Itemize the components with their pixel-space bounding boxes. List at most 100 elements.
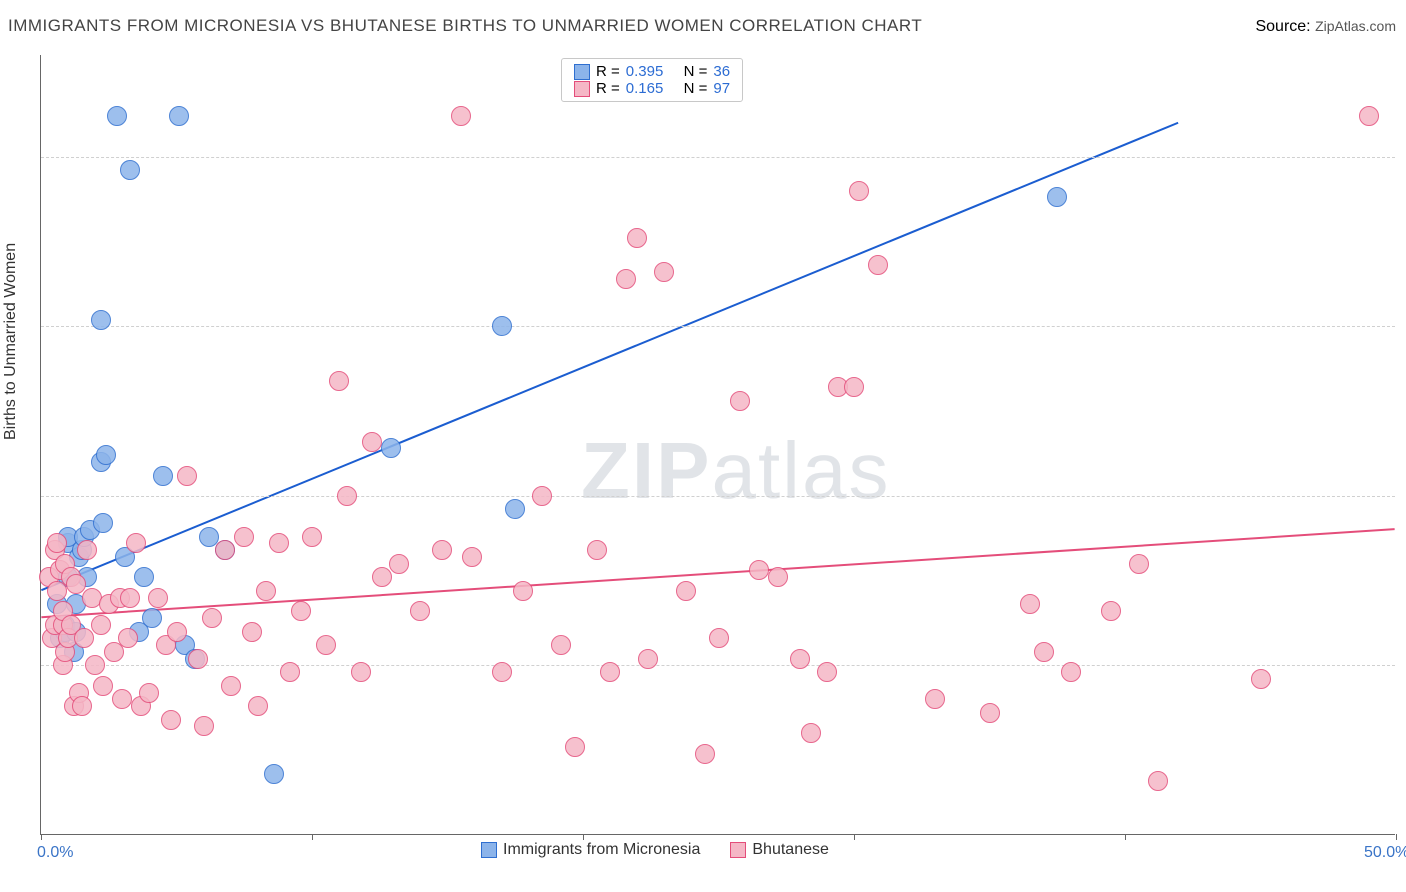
swatch-blue — [481, 842, 497, 858]
data-point — [587, 540, 607, 560]
data-point — [202, 608, 222, 628]
swatch-pink — [574, 81, 590, 97]
data-point — [93, 676, 113, 696]
data-point — [600, 662, 620, 682]
stats-legend: R = 0.395 N = 36 R = 0.165 N = 97 — [561, 58, 743, 102]
data-point — [107, 106, 127, 126]
correlation-chart: ZIPatlas R = 0.395 N = 36 R = 0.165 N = … — [40, 55, 1395, 835]
chart-title: IMMIGRANTS FROM MICRONESIA VS BHUTANESE … — [8, 16, 922, 36]
data-point — [269, 533, 289, 553]
data-point — [120, 588, 140, 608]
source-link[interactable]: ZipAtlas.com — [1315, 18, 1396, 34]
data-point — [74, 628, 94, 648]
data-point — [565, 737, 585, 757]
data-point — [112, 689, 132, 709]
data-point — [868, 255, 888, 275]
data-point — [91, 310, 111, 330]
data-point — [801, 723, 821, 743]
data-point — [96, 445, 116, 465]
data-point — [72, 696, 92, 716]
data-point — [695, 744, 715, 764]
data-point — [372, 567, 392, 587]
n-value: 36 — [713, 63, 730, 80]
data-point — [234, 527, 254, 547]
data-point — [142, 608, 162, 628]
data-point — [280, 662, 300, 682]
data-point — [676, 581, 696, 601]
n-value: 97 — [713, 80, 730, 97]
series-legend: Immigrants from Micronesia Bhutanese — [481, 841, 829, 859]
data-point — [126, 533, 146, 553]
data-point — [194, 716, 214, 736]
data-point — [492, 662, 512, 682]
data-point — [91, 615, 111, 635]
data-point — [844, 377, 864, 397]
r-value: 0.395 — [626, 63, 664, 80]
gridline — [41, 496, 1395, 497]
swatch-pink — [730, 842, 746, 858]
n-label: N = — [684, 80, 708, 97]
data-point — [654, 262, 674, 282]
data-point — [532, 486, 552, 506]
data-point — [849, 181, 869, 201]
r-label: R = — [596, 80, 620, 97]
data-point — [1359, 106, 1379, 126]
data-point — [1251, 669, 1271, 689]
data-point — [242, 622, 262, 642]
data-point — [749, 560, 769, 580]
data-point — [616, 269, 636, 289]
x-tick-label: 50.0% — [1364, 844, 1406, 862]
data-point — [381, 438, 401, 458]
legend-entry-micronesia: Immigrants from Micronesia — [481, 841, 700, 859]
data-point — [980, 703, 1000, 723]
data-point — [432, 540, 452, 560]
data-point — [148, 588, 168, 608]
data-point — [77, 540, 97, 560]
data-point — [389, 554, 409, 574]
data-point — [47, 533, 67, 553]
data-point — [337, 486, 357, 506]
x-tick — [583, 834, 584, 840]
data-point — [1020, 594, 1040, 614]
data-point — [120, 160, 140, 180]
trend-line — [41, 123, 1178, 590]
data-point — [638, 649, 658, 669]
stats-row-pink: R = 0.165 N = 97 — [574, 80, 730, 97]
source-prefix: Source: — [1255, 18, 1315, 35]
data-point — [462, 547, 482, 567]
data-point — [1129, 554, 1149, 574]
data-point — [730, 391, 750, 411]
x-tick — [41, 834, 42, 840]
data-point — [410, 601, 430, 621]
data-point — [302, 527, 322, 547]
gridline — [41, 665, 1395, 666]
data-point — [790, 649, 810, 669]
x-tick — [854, 834, 855, 840]
data-point — [768, 567, 788, 587]
x-tick — [1125, 834, 1126, 840]
data-point — [139, 683, 159, 703]
r-value: 0.165 — [626, 80, 664, 97]
data-point — [1148, 771, 1168, 791]
x-tick — [1396, 834, 1397, 840]
swatch-blue — [574, 64, 590, 80]
data-point — [1101, 601, 1121, 621]
data-point — [492, 316, 512, 336]
data-point — [709, 628, 729, 648]
data-point — [1034, 642, 1054, 662]
x-tick-label: 0.0% — [37, 844, 73, 862]
data-point — [513, 581, 533, 601]
data-point — [925, 689, 945, 709]
data-point — [264, 764, 284, 784]
gridline — [41, 157, 1395, 158]
data-point — [1061, 662, 1081, 682]
chart-overlay — [41, 55, 1395, 834]
data-point — [256, 581, 276, 601]
data-point — [188, 649, 208, 669]
data-point — [161, 710, 181, 730]
n-label: N = — [684, 63, 708, 80]
data-point — [316, 635, 336, 655]
data-point — [291, 601, 311, 621]
data-point — [167, 622, 187, 642]
legend-label: Immigrants from Micronesia — [503, 841, 700, 859]
